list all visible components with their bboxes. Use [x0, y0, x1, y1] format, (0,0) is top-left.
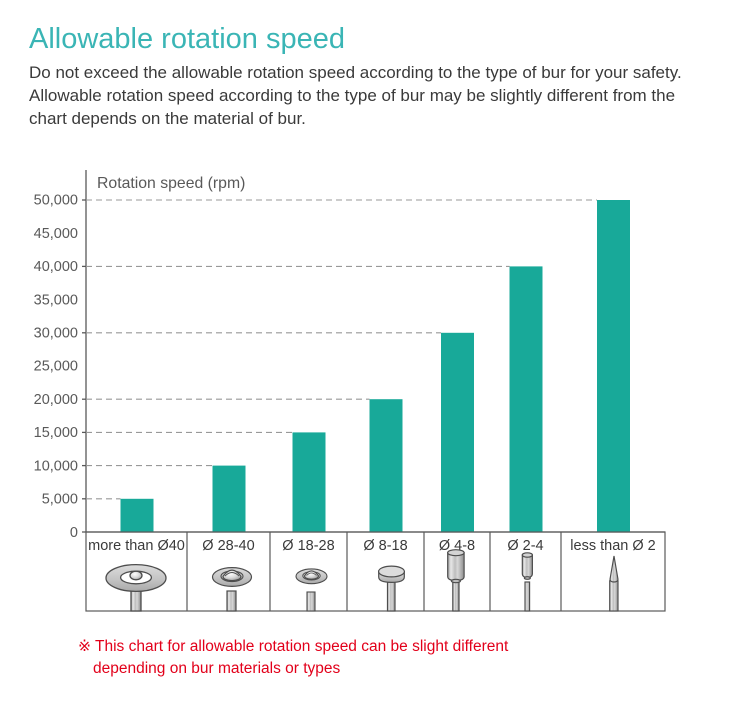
- svg-text:10,000: 10,000: [34, 458, 78, 474]
- svg-text:40,000: 40,000: [34, 259, 78, 275]
- svg-text:35,000: 35,000: [34, 292, 78, 308]
- svg-text:less than Ø 2: less than Ø 2: [570, 538, 655, 554]
- svg-text:30,000: 30,000: [34, 326, 78, 342]
- svg-text:0: 0: [70, 525, 78, 541]
- svg-text:15,000: 15,000: [34, 425, 78, 441]
- svg-text:20,000: 20,000: [34, 392, 78, 408]
- svg-text:5,000: 5,000: [42, 492, 78, 508]
- svg-text:Rotation speed (rpm): Rotation speed (rpm): [97, 175, 245, 192]
- svg-text:25,000: 25,000: [34, 359, 78, 375]
- svg-text:50,000: 50,000: [34, 193, 78, 209]
- svg-text:Ø 18-28: Ø 18-28: [282, 538, 334, 554]
- svg-text:Ø 2-4: Ø 2-4: [507, 538, 543, 554]
- svg-text:Ø 8-18: Ø 8-18: [363, 538, 407, 554]
- svg-text:more than Ø40: more than Ø40: [88, 538, 185, 554]
- svg-text:Ø 28-40: Ø 28-40: [202, 538, 254, 554]
- svg-text:45,000: 45,000: [34, 226, 78, 242]
